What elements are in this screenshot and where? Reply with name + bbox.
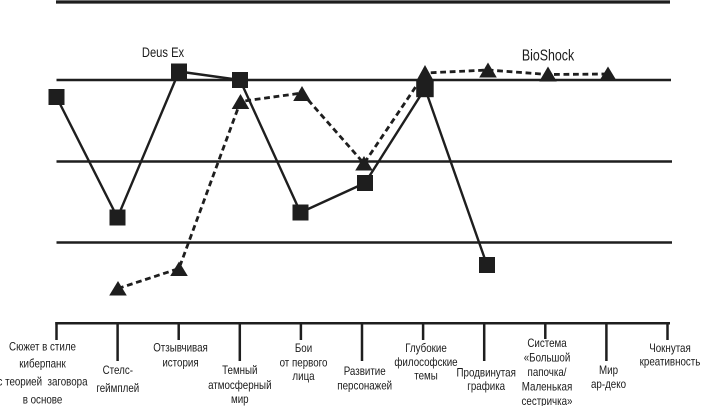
svg-text:BioShock: BioShock bbox=[522, 46, 575, 64]
svg-text:Стелс-геймплей: Стелс-геймплей bbox=[96, 364, 139, 395]
svg-text:Deus Ex: Deus Ex bbox=[142, 45, 185, 60]
